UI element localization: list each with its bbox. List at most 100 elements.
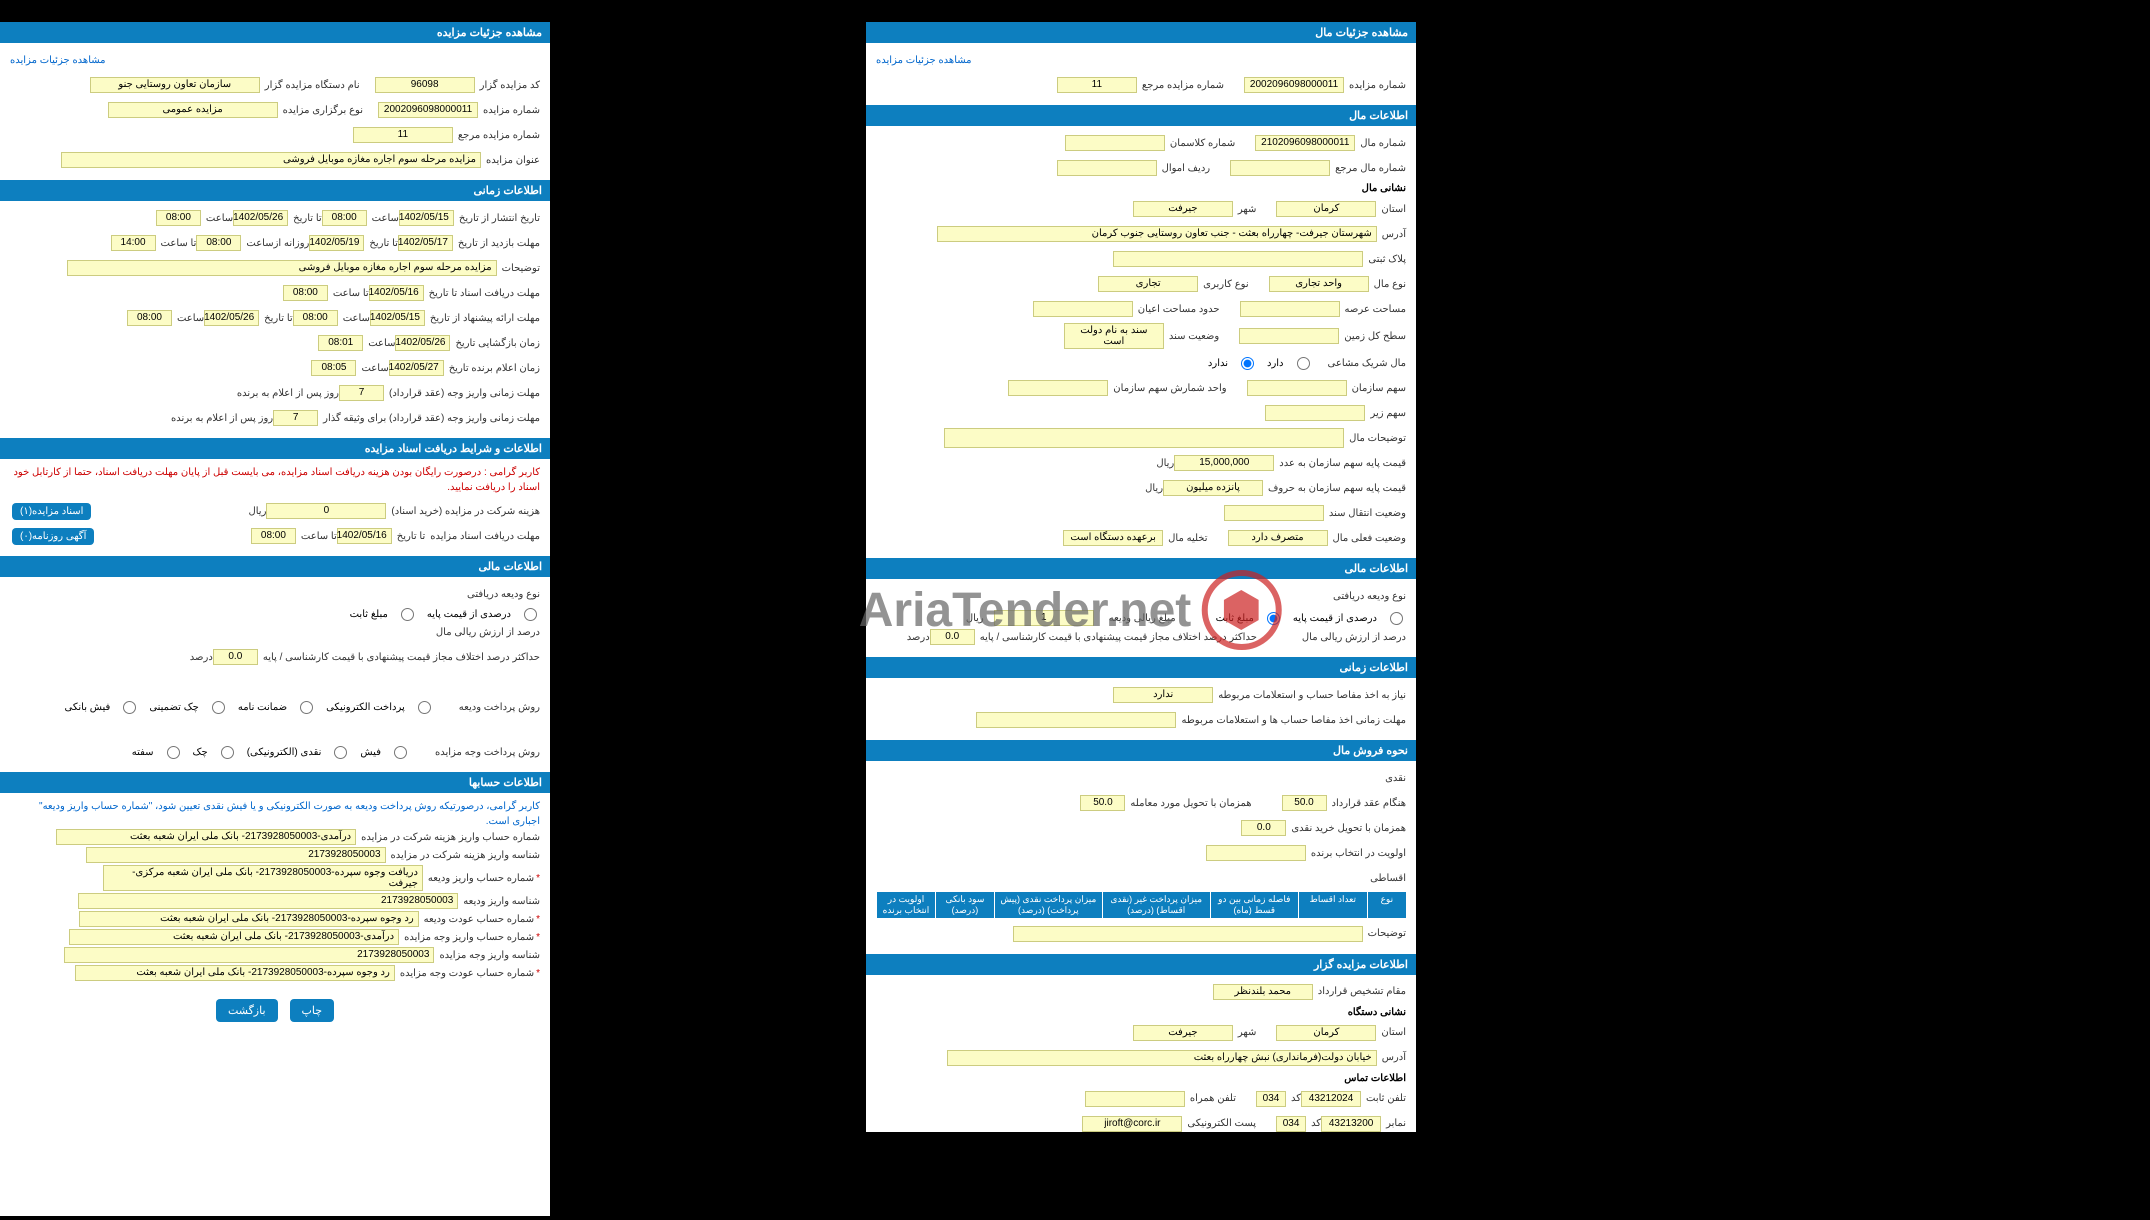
pub-from-v: 1402/05/15 [399, 210, 454, 226]
p-prov-l: استان [1381, 204, 1406, 215]
radio-pct-r[interactable] [1390, 612, 1403, 625]
radio-ap1[interactable] [394, 746, 407, 759]
p-ayan-l: حدود مساحت اعیان [1138, 304, 1220, 315]
radio-pm4[interactable] [123, 701, 136, 714]
detail-link-r[interactable]: مشاهده جزئیات مزایده [876, 55, 972, 66]
detail-link[interactable]: مشاهده جزئیات مزایده [10, 55, 106, 66]
daily-l: روزانه ازساعت [246, 238, 309, 249]
th6: سود بانکی (درصد) [935, 892, 994, 918]
tbl-desc-v [1013, 926, 1363, 942]
th5: میزان پرداخت نقدی (پیش پرداخت) (درصد) [994, 892, 1102, 918]
offer-from-v: 1402/05/15 [370, 310, 425, 326]
dep-type-l: نوع ودیعه دریافتی [467, 589, 540, 600]
right-header-3: اطلاعات مالی [866, 558, 1416, 579]
t-deadline-l: مهلت زمانی اخذ مفاصا حساب ها و استعلامات… [1181, 715, 1406, 726]
p-price-word-l: قیمت پایه سهم سازمان به حروف [1268, 483, 1406, 494]
p-prov-v: کرمان [1276, 201, 1376, 217]
a-code-l: کد [1291, 1093, 1301, 1104]
p-orgs-l: سهم سازمان [1352, 383, 1406, 394]
p-unit-v [1008, 380, 1108, 396]
p-price-num-l: قیمت پایه سهم سازمان به عدد [1279, 458, 1406, 469]
pm3: چک تضمینی [149, 702, 199, 713]
max-diff-l: حداکثر درصد اختلاف مجاز قیمت پیشنهادی با… [263, 652, 540, 663]
btn-news[interactable]: آگهی روزنامه(۰) [12, 528, 94, 545]
p-desc-l: توضیحات مال [1349, 433, 1406, 444]
radio-ap2[interactable] [334, 746, 347, 759]
s-cashbuy-l: همزمان با تحویل خرید نقدی [1291, 823, 1406, 834]
open-date-v: 1402/05/26 [395, 335, 450, 351]
radio-ap4[interactable] [167, 746, 180, 759]
doc-cost-l: هزینه شرکت در مزایده (خرید اسناد) [391, 506, 540, 517]
val-type: مزایده عمومی [108, 102, 278, 118]
radio-pm3[interactable] [212, 701, 225, 714]
p-area-v [1240, 301, 1340, 317]
radio-pm2[interactable] [300, 701, 313, 714]
a-prov-l: استان [1381, 1027, 1406, 1038]
p-status-l: وضعیت سند [1169, 331, 1219, 342]
doc-deadline-l: مهلت دریافت اسناد مزایده [430, 531, 540, 542]
rial-1: ریال [248, 506, 266, 517]
t-need-v: ندارد [1113, 687, 1213, 703]
s-deliver-l: همزمان با تحویل مورد معامله [1130, 798, 1251, 809]
f-dep-v: 1 [994, 610, 1094, 626]
a4-v: 2173928050003 [78, 893, 458, 909]
share-has: دارد [1267, 358, 1284, 369]
a-addr-v: خیابان دولت(فرمانداری) نبش چهارراه بعثت [947, 1050, 1377, 1066]
radio-pm1[interactable] [418, 701, 431, 714]
offer-hour-l: ساعت [343, 313, 370, 324]
r-shom-l: شماره مزایده [1349, 80, 1406, 91]
btn-docs[interactable]: اسناد مزایده(۱) [12, 503, 91, 520]
radio-has[interactable] [1297, 357, 1310, 370]
radio-pct[interactable] [524, 608, 537, 621]
btn-back-left[interactable]: بازگشت [216, 999, 278, 1022]
a-name-l: مقام تشخیص قرارداد [1318, 986, 1406, 997]
t-need-l: نیاز به اخذ مفاصا حساب و استعلامات مربوط… [1218, 690, 1406, 701]
open-l: زمان بازگشایی تاریخ [455, 338, 540, 349]
btn-print-left[interactable]: چاپ [290, 999, 335, 1022]
right-header-2: اطلاعات مال [866, 105, 1416, 126]
f-arz-l: درصد از ارزش ریالی مال [1302, 632, 1406, 643]
p-land-v [1239, 328, 1339, 344]
a5-v: رد وجوه سپرده-2173928050003- بانک ملی ای… [79, 911, 419, 927]
radio-fixed[interactable] [401, 608, 414, 621]
radio-fixed-r[interactable] [1267, 612, 1280, 625]
a-code2-v: 034 [1276, 1116, 1306, 1132]
s-priority-v [1206, 845, 1306, 861]
to-l3: تا تاریخ [397, 531, 426, 542]
a-code2-l: کد [1311, 1118, 1321, 1129]
p-price-word-v: پانزده میلیون [1163, 480, 1263, 496]
radio-ap3[interactable] [221, 746, 234, 759]
r-shom-v: 2002096098000011 [1244, 77, 1344, 93]
pm2: ضمانت نامه [238, 702, 287, 713]
to-l2: تا تاریخ [369, 238, 398, 249]
a-name-v: محمد بلندنظر [1213, 984, 1313, 1000]
p-l2: شماره کلاسمان [1170, 138, 1235, 149]
a4-l: شناسه واریز ودیعه [463, 896, 540, 907]
star-3: * [536, 932, 540, 943]
th1: نوع [1367, 892, 1406, 918]
p-city-l: شهر [1238, 204, 1257, 215]
rial-3: ریال [1145, 483, 1163, 494]
desc-l: توضیحات [502, 263, 540, 274]
p-type-v: واحد تجاری [1269, 276, 1369, 292]
winner-hour-v: 08:05 [311, 360, 356, 376]
visit-from-v: 1402/05/17 [398, 235, 453, 251]
radio-no[interactable] [1241, 357, 1254, 370]
right-header-1: مشاهده جزئیات مال [866, 22, 1416, 43]
doc-from-l: مهلت دریافت اسناد تا تاریخ [429, 288, 540, 299]
label-code: کد مزایده گزار [480, 80, 540, 91]
th3: فاصله زمانی بین دو قسط (ماه) [1210, 892, 1298, 918]
pct-l: درصدی از قیمت پایه [427, 609, 511, 620]
arz-l: درصد از ارزش ریالی مال [436, 627, 540, 638]
hour-v2: 08:00 [156, 210, 201, 226]
th4: میزان پرداخت غیر (نقدی اقساط) (درصد) [1102, 892, 1210, 918]
a7-v: 2173928050003 [64, 947, 434, 963]
doc-hour-l: تا ساعت [333, 288, 369, 299]
p-use-v: تجاری [1098, 276, 1198, 292]
daily-to-l: تا ساعت [161, 238, 197, 249]
offer-to-hour-l: ساعت [177, 313, 204, 324]
a-city-l: شهر [1238, 1027, 1257, 1038]
f-rial: ریال [966, 613, 984, 624]
f-dep-type-l: نوع ودیعه دریافتی [1333, 591, 1406, 602]
fixed-l: مبلغ ثابت [350, 609, 388, 620]
